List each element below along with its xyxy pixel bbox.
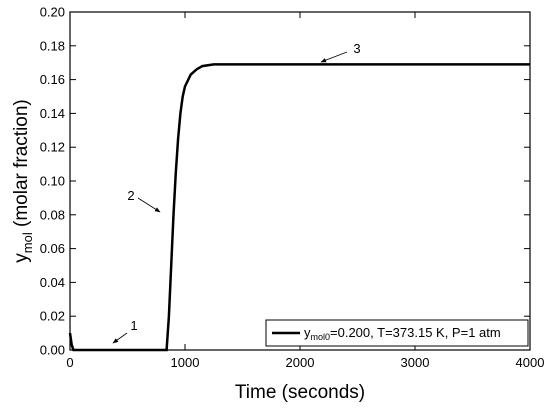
legend-box (265, 319, 529, 347)
y-tick-label: 0.20 (40, 5, 65, 20)
x-axis-label: Time (seconds) (235, 382, 365, 403)
y-tick-label: 0.16 (40, 72, 65, 87)
y-tick-label: 0.08 (40, 207, 65, 222)
data-line (68, 63, 530, 352)
annotation-arrow (112, 332, 128, 344)
legend-label: ymol0=0.200, T=373.15 K, P=1 atm (304, 325, 501, 342)
y-tick-label: 0.14 (40, 106, 65, 121)
annotation-arrow (137, 197, 161, 213)
y-tick-label: 0.02 (40, 309, 65, 324)
annotation: 2 (127, 188, 134, 203)
legend-label-sub: mol0 (311, 332, 331, 342)
plot-frame (69, 11, 531, 351)
y-axis-label-main: y (11, 253, 32, 263)
y-tick-label: 0.06 (40, 241, 65, 256)
y-axis-label-rest: (molar fraction) (11, 99, 32, 232)
y-axis-label: ymol (molar fraction) (11, 99, 35, 262)
y-tick-label: 0.12 (40, 140, 65, 155)
y-tick-label: 0.18 (40, 38, 65, 53)
legend-label-main: y (304, 325, 311, 340)
y-tick-label: 0.10 (40, 174, 65, 189)
annotation-arrow (320, 51, 348, 63)
y-tick-label: 0.04 (40, 275, 65, 290)
annotation: 1 (130, 318, 137, 333)
legend-label-rest: =0.200, T=373.15 K, P=1 atm (330, 325, 501, 340)
x-tick-label: 2000 (286, 355, 315, 370)
x-tick-label: 4000 (516, 355, 545, 370)
y-tick-label: 0.00 (40, 343, 65, 358)
y-axis-label-sub: mol (20, 232, 35, 253)
x-tick-label: 0 (66, 355, 73, 370)
x-tick-label: 3000 (401, 355, 430, 370)
x-tick-label: 1000 (171, 355, 200, 370)
annotation: 3 (353, 41, 360, 56)
